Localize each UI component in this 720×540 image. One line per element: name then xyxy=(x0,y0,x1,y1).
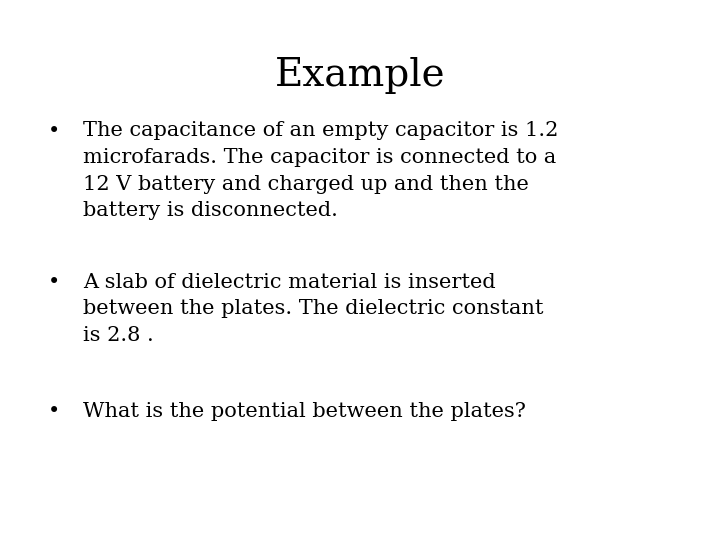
Text: Example: Example xyxy=(275,57,445,94)
Text: What is the potential between the plates?: What is the potential between the plates… xyxy=(83,402,526,421)
Text: The capacitance of an empty capacitor is 1.2
microfarads. The capacitor is conne: The capacitance of an empty capacitor is… xyxy=(83,122,558,220)
Text: •: • xyxy=(48,273,60,292)
Text: •: • xyxy=(48,402,60,421)
Text: •: • xyxy=(48,122,60,140)
Text: A slab of dielectric material is inserted
between the plates. The dielectric con: A slab of dielectric material is inserte… xyxy=(83,273,544,345)
